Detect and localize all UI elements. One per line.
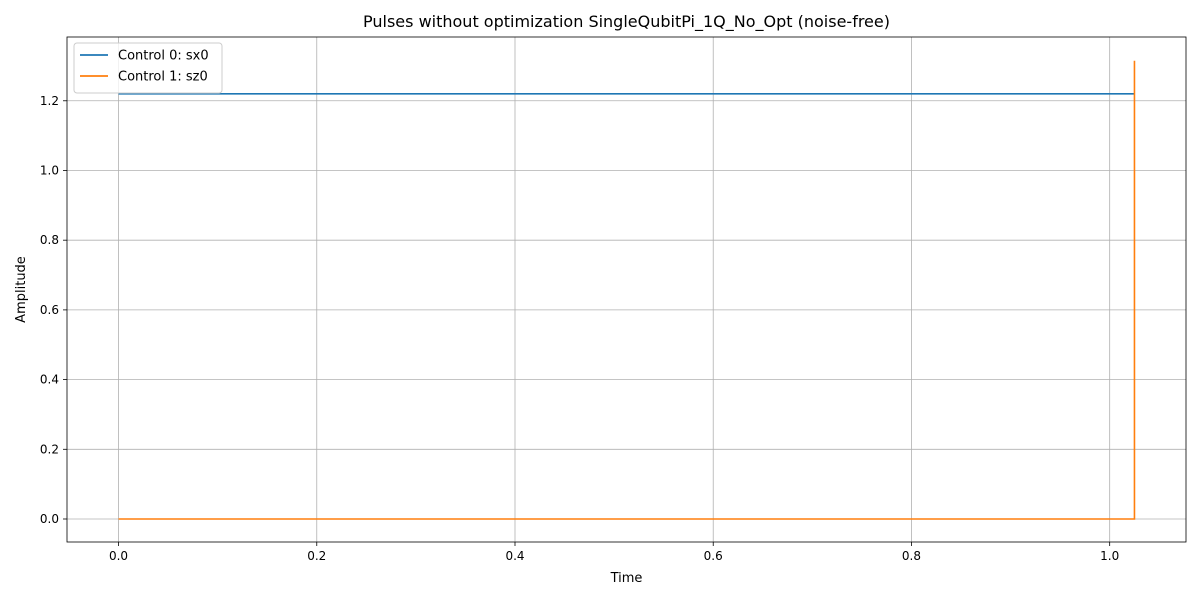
x-tick-label: 0.0 [109, 549, 128, 563]
y-axis-label: Amplitude [14, 256, 29, 323]
x-tick-label: 0.2 [307, 549, 326, 563]
y-tick-label: 1.0 [40, 163, 59, 177]
x-axis-label: Time [610, 571, 643, 586]
axes-frame [66, 36, 1187, 543]
y-tick-label: 1.2 [40, 94, 59, 108]
legend-box [73, 42, 223, 94]
series-lines [118, 60, 1136, 520]
ticks: 0.0 0.2 0.4 0.6 0.8 1.0 0.0 0.2 0.4 0.6 0.8 1.0 1.2 [40, 94, 1119, 563]
x-tick-label: 1.0 [1100, 549, 1119, 563]
series-line-1 [118, 60, 1136, 520]
x-tick-label: 0.6 [704, 549, 723, 563]
y-tick-label: 0.2 [40, 442, 59, 456]
x-tick-label: 0.4 [505, 549, 524, 563]
legend: Control 0: sx0 Control 1: sz0 [73, 42, 223, 94]
legend-entry-0: Control 0: sx0 [118, 49, 209, 64]
legend-entry-1: Control 1: sz0 [118, 70, 208, 85]
y-tick-label: 0.6 [40, 303, 59, 317]
x-tick-label: 0.8 [902, 549, 921, 563]
y-tick-label: 0.4 [40, 373, 59, 387]
chart-title: Pulses without optimization SingleQubitP… [363, 12, 890, 32]
y-tick-label: 0.8 [40, 233, 59, 247]
y-tick-label: 0.0 [40, 512, 59, 526]
